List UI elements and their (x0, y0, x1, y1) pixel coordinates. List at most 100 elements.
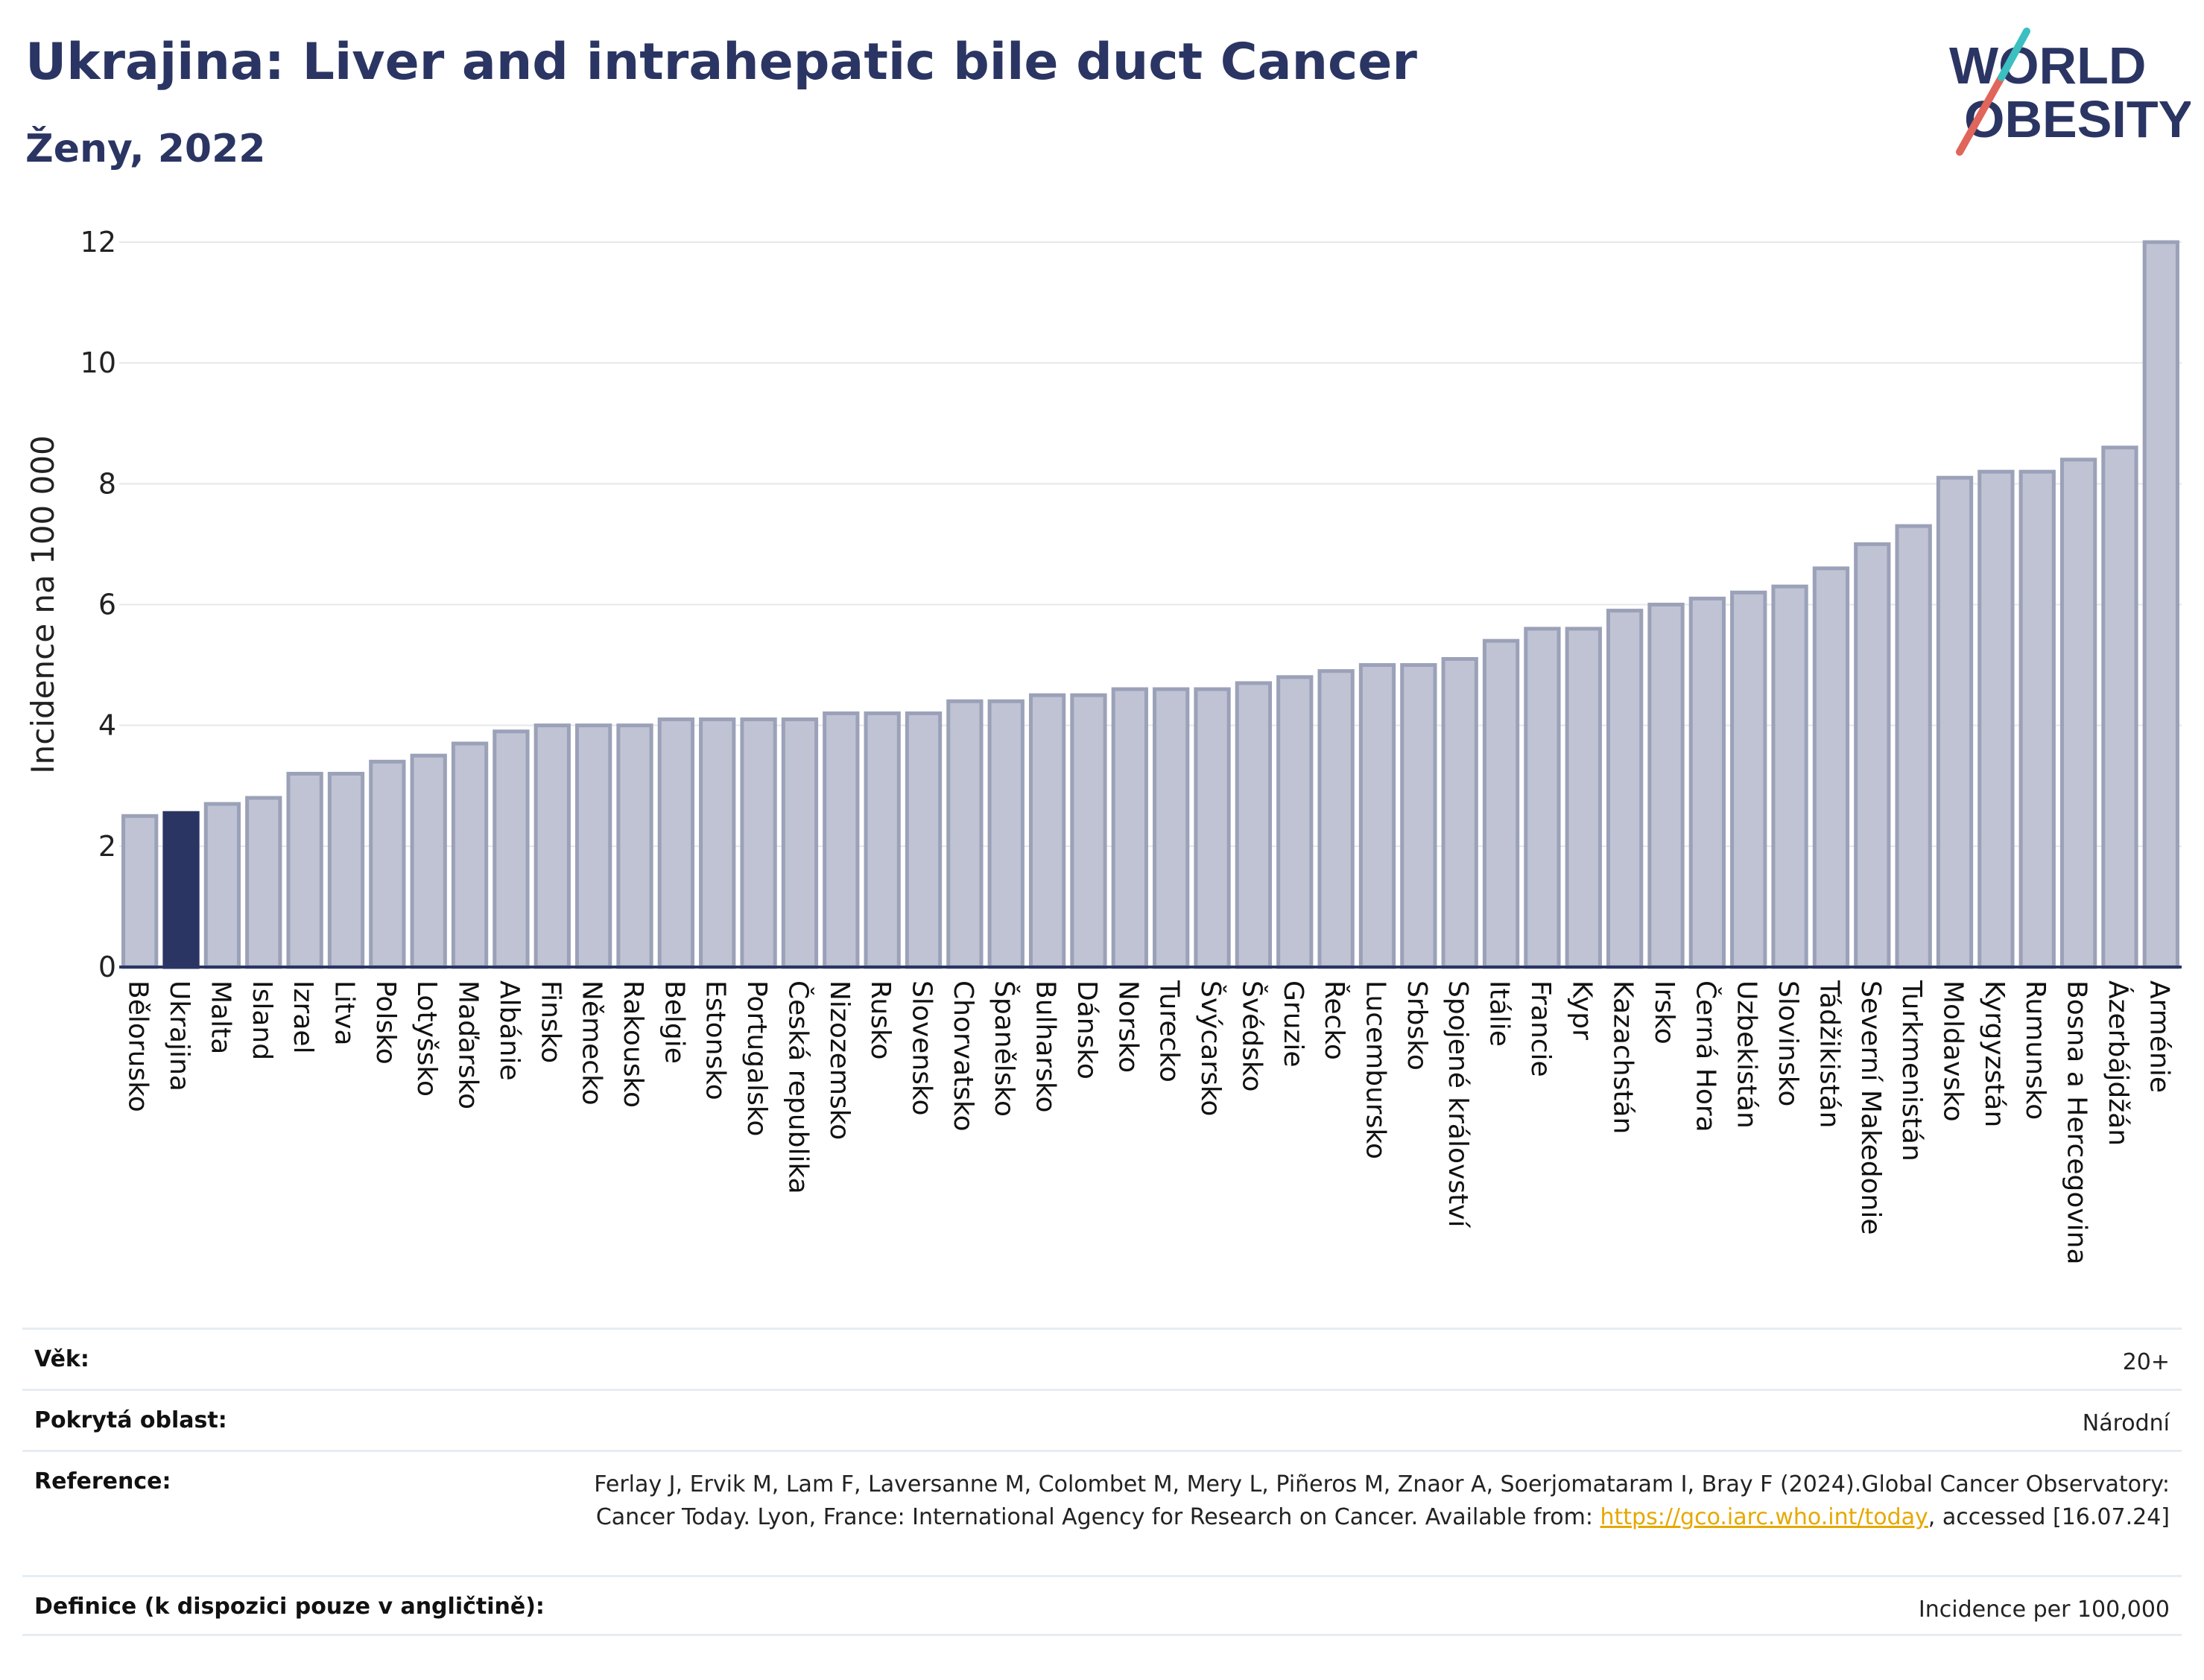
x-tick-label: Slovensko (907, 980, 937, 1116)
bar (203, 802, 241, 969)
y-axis-label: Incidence na 100 000 (25, 435, 61, 774)
metadata-table: Věk: 20+ Pokrytá oblast: Národní Referen… (22, 1328, 2182, 1636)
x-tick-label: Estonsko (700, 980, 731, 1100)
bar (1317, 669, 1355, 969)
x-tick-label: Kypr (1566, 980, 1597, 1040)
world-obesity-logo[interactable]: WORLD OBESITY (1945, 27, 2191, 161)
x-tick-label: Bělorusko (123, 980, 153, 1112)
chart-subtitle: Ženy, 2022 (25, 127, 266, 171)
x-tick-label: Moldavsko (1938, 980, 1969, 1122)
bar (1688, 596, 1726, 969)
x-tick-label: Gruzie (1278, 980, 1308, 1068)
bar (1565, 627, 1602, 969)
bar (1070, 693, 1107, 969)
meta-label-reference: Reference: (34, 1468, 171, 1494)
bar (451, 741, 489, 969)
x-tick-label: Řecko (1319, 980, 1350, 1060)
bar (823, 711, 860, 969)
x-tick-label: Bulharsko (1030, 980, 1061, 1113)
bar (657, 717, 695, 969)
bar (2018, 469, 2056, 969)
y-tick-label: 6 (98, 589, 116, 621)
x-tick-label: Izrael (288, 980, 318, 1054)
bar (1358, 663, 1396, 969)
bar (574, 723, 612, 969)
x-tick-label: Kyrgyzstán (1979, 980, 2010, 1127)
meta-value-reference: Ferlay J, Ervik M, Lam F, Laversanne M, … (568, 1468, 2170, 1534)
x-tick-label: Ázerbájdžán (2103, 980, 2134, 1146)
chart-title: Ukrajina: Liver and intrahepatic bile du… (25, 33, 1417, 92)
y-tick-label: 4 (98, 709, 116, 742)
y-tick-label: 8 (98, 467, 116, 500)
meta-row-age: Věk: 20+ (22, 1328, 2182, 1389)
bar (121, 814, 159, 969)
bar (533, 723, 571, 969)
x-tick-label: Arménie (2144, 980, 2174, 1093)
bar (1441, 656, 1478, 969)
bar (1854, 542, 1891, 969)
bar (616, 723, 653, 969)
bar-chart: 0 2 4 6 8 10 12 Incidence na 100 000 Bělorusko Uk… (25, 226, 2182, 1265)
x-tick-label: Rakousko (618, 980, 648, 1108)
x-tick-label: Norsko (1112, 980, 1143, 1073)
bar (493, 729, 530, 969)
logo-text-obesity: OBESITY (1964, 90, 2191, 148)
x-tick-label: Česká republika (782, 980, 814, 1194)
bar (1111, 687, 1148, 969)
x-tick-label: Portugalsko (741, 980, 772, 1136)
bar (1730, 590, 1767, 969)
bar (1194, 687, 1231, 969)
x-tick-label: Island (247, 980, 277, 1060)
y-tick-label: 0 (98, 951, 116, 983)
x-tick-label: Chorvatsko (948, 980, 978, 1132)
bar (2059, 457, 2097, 969)
x-tick-label: Litva (329, 980, 359, 1046)
x-tick-label: Malta (205, 980, 235, 1054)
reference-text: Ferlay J, Ervik M, Lam F, Laversanne M, … (594, 1471, 2170, 1530)
x-tick-label: Polsko (370, 980, 401, 1065)
x-tick-label: Belgie (659, 980, 689, 1064)
x-tick-label: Lotyšsko (411, 980, 442, 1097)
x-tick-label: Bosna a Hercegovina (2062, 980, 2092, 1265)
bar (1400, 663, 1437, 969)
bar (1153, 687, 1190, 969)
logo-text-world: WORLD (1949, 37, 2146, 95)
y-tick-label: 10 (80, 346, 116, 379)
bar (1606, 609, 1644, 969)
y-tick-label: 2 (98, 830, 116, 863)
x-tick-label: Lucembursko (1360, 980, 1390, 1159)
bar (410, 753, 447, 969)
bar (2142, 240, 2179, 969)
x-tick-label: Uzbekistán (1732, 980, 1762, 1129)
x-tick-label: Nizozemsko (824, 980, 855, 1140)
reference-link[interactable]: https://gco.iarc.who.int/today (1600, 1504, 1928, 1530)
bar (1276, 675, 1314, 969)
bar (1812, 566, 1850, 969)
x-tick-label: Maďarsko (453, 980, 484, 1109)
x-tick-label: Kazachstán (1608, 980, 1638, 1134)
x-tick-label: Finsko (535, 980, 566, 1063)
bar (286, 772, 323, 969)
bar (987, 699, 1025, 969)
meta-row-definition: Definice (k dispozici pouze v angličtině… (22, 1575, 2182, 1636)
meta-label-coverage: Pokrytá oblast: (34, 1407, 227, 1433)
x-tick-label: Švýcarsko (1195, 980, 1226, 1116)
x-tick-label: Itálie (1484, 980, 1515, 1047)
meta-row-reference: Reference: Ferlay J, Ervik M, Lam F, Lav… (22, 1450, 2182, 1575)
x-tick-label: Srbsko (1402, 980, 1432, 1071)
bar (1524, 627, 1561, 969)
x-tick-label: Dánsko (1071, 980, 1102, 1080)
x-tick-label: Rusko (865, 980, 896, 1060)
x-tick-label: Severní Makedonie (1855, 980, 1886, 1235)
bar (1771, 584, 1808, 969)
x-tick-label: Slovinsko (1773, 980, 1803, 1106)
x-tick-label: Irsko (1649, 980, 1679, 1045)
bar (369, 759, 406, 969)
bar (327, 772, 365, 969)
x-tick-label: Černá Hora (1690, 980, 1721, 1132)
meta-value-definition: Incidence per 100,000 (1918, 1597, 2170, 1623)
logo-slash-teal (1998, 28, 2030, 81)
bar (740, 717, 777, 969)
bar (699, 717, 736, 969)
meta-label-definition: Definice (k dispozici pouze v angličtině… (34, 1594, 545, 1620)
